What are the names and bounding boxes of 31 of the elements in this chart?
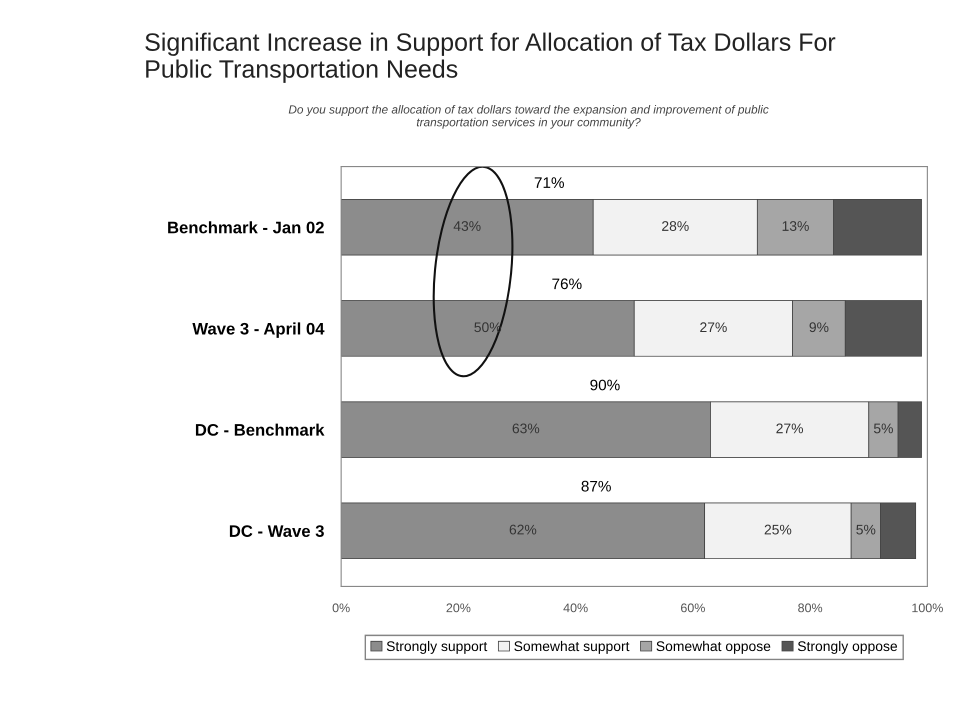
x-tick-label: 80% <box>798 603 822 612</box>
legend-label: Strongly support <box>386 640 488 654</box>
annotation: 76% <box>552 278 582 290</box>
x-tick-label: 100% <box>912 603 943 612</box>
data-label: 5% <box>874 424 893 434</box>
data-label: 9% <box>810 322 828 332</box>
data-label: 27% <box>700 322 727 332</box>
annotation: 90% <box>590 380 620 390</box>
y-tick-label: DC - Wave 3 <box>230 525 324 538</box>
y-tick-label: Benchmark - Jan 02 <box>168 221 324 234</box>
annotation: 87% <box>582 480 611 492</box>
x-tick-label: 0% <box>332 603 350 612</box>
legend-label: Somewhat support <box>514 640 630 654</box>
legend-label: Strongly oppose <box>798 640 898 654</box>
annotation: 71% <box>534 177 564 188</box>
y-tick-label: DC - Benchmark <box>196 424 325 436</box>
data-label: 28% <box>662 221 689 231</box>
legend-label: Somewhat oppose <box>656 640 770 654</box>
x-tick-label: 40% <box>563 603 588 612</box>
data-label: 62% <box>510 524 536 535</box>
chart-title: Significant Increase in Support for Allocation of Tax Dollars For Public Transportation Needs <box>145 32 836 83</box>
x-tick-label: 20% <box>446 603 470 612</box>
data-label: 63% <box>512 423 540 434</box>
data-label: 13% <box>782 221 809 231</box>
data-label: 27% <box>776 423 804 434</box>
data-label: 25% <box>764 524 792 535</box>
data-label: 43% <box>454 221 481 231</box>
x-tick-label: 60% <box>681 603 705 612</box>
chart-subtitle: Do you support the allocation of tax dollars toward the expansion and improvement of public transportation services in your community? <box>288 104 769 129</box>
y-tick-label: Wave 3 - April 04 <box>192 322 324 338</box>
data-label: 5% <box>856 524 876 535</box>
